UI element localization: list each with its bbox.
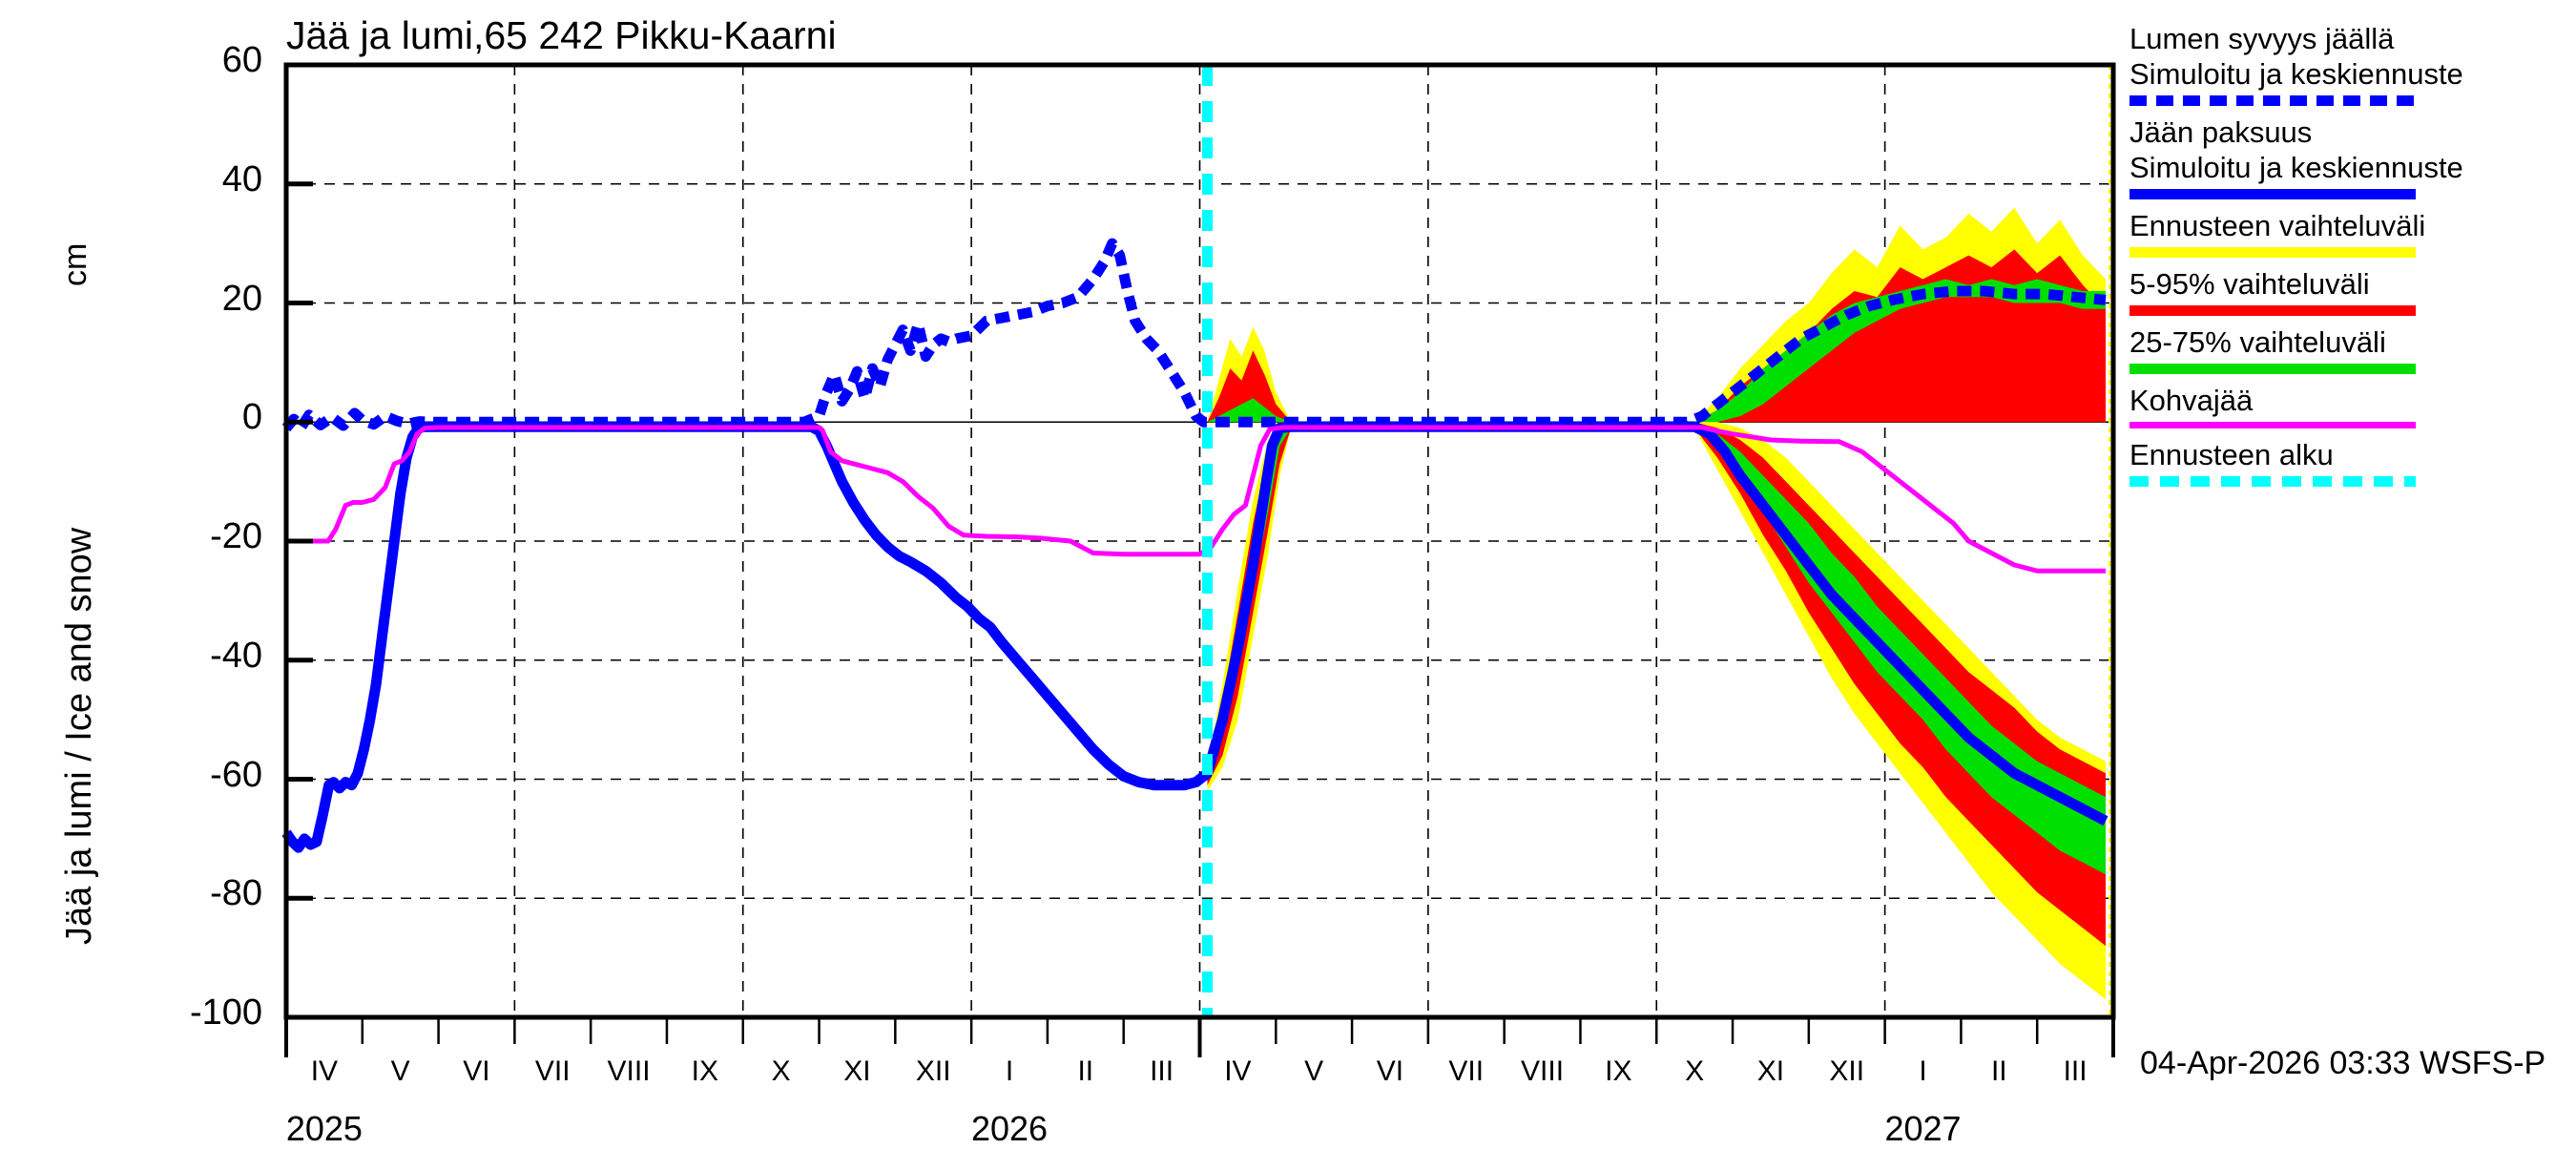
legend-swatch-solid-yellow bbox=[2129, 247, 2416, 258]
x-axis-year-label: 2026 bbox=[970, 1109, 1049, 1148]
legend-swatch-solid-red bbox=[2129, 305, 2416, 316]
page-title: Jää ja lumi,65 242 Pikku-Kaarni bbox=[286, 13, 837, 57]
y-axis-tick-label: -100 bbox=[189, 992, 262, 1033]
x-axis-month-label: VII bbox=[534, 1055, 571, 1087]
x-axis-month-label: X bbox=[1685, 1055, 1705, 1087]
legend-swatch-solid-green bbox=[2129, 364, 2416, 374]
x-axis-month-label: V bbox=[1304, 1055, 1324, 1087]
legend-entry[interactable]: Ennusteen vaihteluväli bbox=[2129, 208, 2576, 258]
x-axis-month-label: VI bbox=[1376, 1055, 1404, 1087]
y-axis-tick-label: 60 bbox=[221, 40, 262, 80]
legend-entry[interactable]: 25-75% vaihteluväli bbox=[2129, 324, 2576, 374]
forecast-band-snow-forecast-range-green bbox=[1207, 279, 2106, 423]
x-axis-month-label: VIII bbox=[607, 1055, 651, 1087]
legend-label: 5-95% vaihteluväli bbox=[2129, 267, 2370, 301]
legend-sublabel: Simuloitu ja keskiennuste bbox=[2129, 57, 2463, 91]
x-axis-month-label: XI bbox=[843, 1055, 871, 1087]
x-axis-month-label: IX bbox=[691, 1055, 719, 1087]
y-axis-tick-label: 0 bbox=[241, 397, 262, 438]
x-axis-month-label: III bbox=[1150, 1055, 1174, 1087]
legend-swatch-dashed-cyan bbox=[2129, 476, 2416, 487]
legend-label: Ennusteen alku bbox=[2129, 438, 2334, 471]
x-axis-month-label: VII bbox=[1448, 1055, 1485, 1087]
series-slush-ice bbox=[286, 425, 2106, 574]
y-axis-tick-label: 20 bbox=[221, 278, 262, 319]
y-axis-tick-label: -80 bbox=[210, 873, 262, 914]
x-axis-month-label: XII bbox=[915, 1055, 951, 1087]
x-axis-month-label: XII bbox=[1829, 1055, 1865, 1087]
legend-entry[interactable]: Ennusteen alku bbox=[2129, 437, 2576, 487]
legend-sublabel: Simuloitu ja keskiennuste bbox=[2129, 151, 2463, 184]
x-axis-month-label: II bbox=[1077, 1055, 1094, 1087]
footer-timestamp: 04-Apr-2026 03:33 WSFS-P bbox=[2140, 1045, 2546, 1081]
series-ice-thickness-simulated bbox=[281, 421, 2109, 853]
x-axis-month-label: IV bbox=[310, 1055, 339, 1087]
forecast-band-snow-forecast-range-red bbox=[1207, 249, 2106, 423]
x-axis-month-label: XI bbox=[1756, 1055, 1785, 1087]
legend-swatch-solid-blue bbox=[2129, 189, 2416, 199]
legend-swatch-dashed-blue bbox=[2129, 95, 2416, 106]
y-axis-tick-label: -20 bbox=[210, 516, 262, 556]
y-axis-tick-label: -40 bbox=[210, 635, 262, 676]
forecast-band-ice-forecast-range-yellow bbox=[1207, 422, 2106, 1000]
y-axis-tick-label: -60 bbox=[210, 754, 262, 795]
chart-legend: Lumen syvyys jäällä Simuloitu ja keskienn… bbox=[2129, 21, 2576, 495]
legend-entry[interactable]: Jään paksuus Simuloitu ja keskiennuste bbox=[2129, 115, 2576, 199]
x-axis-month-label: I bbox=[1919, 1055, 1927, 1087]
x-axis-month-label: V bbox=[390, 1055, 410, 1087]
x-axis-month-label: VIII bbox=[1521, 1055, 1565, 1087]
x-axis-month-label: X bbox=[771, 1055, 791, 1087]
x-axis-month-label: IX bbox=[1605, 1055, 1632, 1087]
legend-label: Ennusteen vaihteluväli bbox=[2129, 209, 2426, 242]
x-axis-month-label: VI bbox=[463, 1055, 490, 1087]
x-axis-year-label: 2025 bbox=[285, 1109, 363, 1148]
legend-label: Kohvajää bbox=[2129, 384, 2254, 417]
legend-label: Lumen syvyys jäällä bbox=[2129, 22, 2395, 55]
legend-label: Jään paksuus bbox=[2129, 115, 2313, 149]
legend-entry[interactable]: 5-95% vaihteluväli bbox=[2129, 266, 2576, 316]
legend-label: 25-75% vaihteluväli bbox=[2129, 325, 2386, 359]
x-axis-month-label: III bbox=[2063, 1055, 2088, 1087]
x-axis-year-label: 2027 bbox=[1884, 1109, 1962, 1148]
x-axis-month-label: IV bbox=[1224, 1055, 1252, 1087]
legend-entry[interactable]: Lumen syvyys jäällä Simuloitu ja keskienn… bbox=[2129, 21, 2576, 106]
legend-entry[interactable]: Kohvajää bbox=[2129, 383, 2576, 428]
y-axis-tick-label: 40 bbox=[221, 158, 262, 199]
x-axis-month-label: II bbox=[1990, 1055, 2007, 1087]
x-axis-month-label: I bbox=[1005, 1055, 1014, 1087]
legend-swatch-solid-magenta bbox=[2129, 422, 2416, 428]
